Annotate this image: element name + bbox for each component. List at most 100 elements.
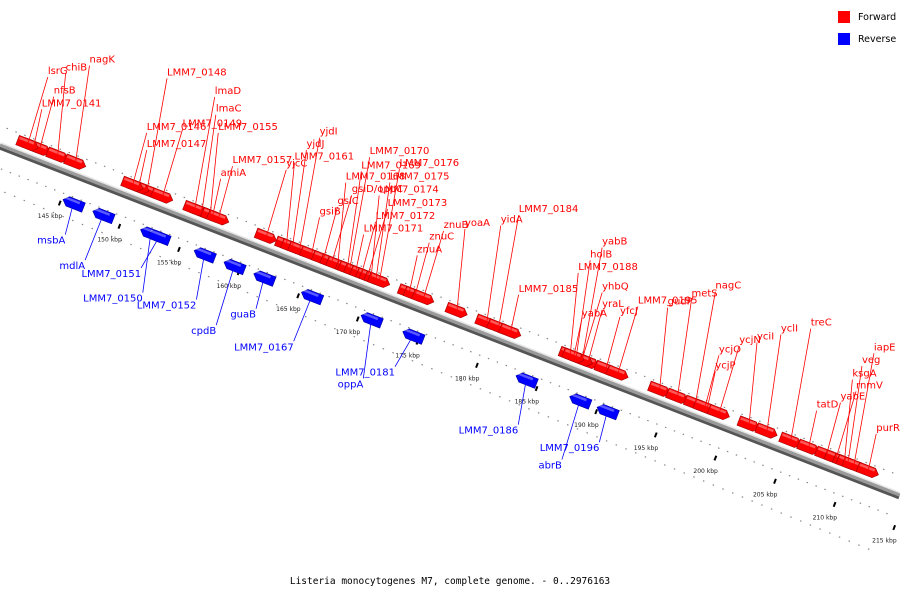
gene-leader-line	[867, 433, 877, 471]
gene-label: yhbQ	[602, 282, 629, 293]
ruler-tick-label: 175 kbp	[395, 352, 420, 359]
gene-leader-line	[847, 365, 863, 464]
gene-arrow	[150, 187, 174, 204]
ruler-tick	[773, 478, 777, 484]
gene-label: LMM7_0195	[638, 295, 698, 306]
gene-leader-line	[826, 402, 841, 455]
gene-label: LMM7_0149	[183, 118, 243, 129]
gene-leader-line	[677, 299, 692, 397]
gene-label: lmaD	[215, 86, 242, 97]
gene-label: nfsB	[54, 86, 76, 97]
gene-label: yabE	[841, 392, 866, 403]
gene-leader-line	[146, 78, 168, 191]
gene-label: LMM7_0150	[83, 294, 143, 305]
ruler-tick-label: 160 kbp	[217, 283, 242, 290]
gene-arrow	[301, 288, 325, 306]
gene-leader-line	[299, 137, 321, 250]
gene-leader-line	[33, 109, 43, 147]
gene-label: LMM7_0168	[346, 172, 406, 183]
gene-leader-line	[598, 411, 608, 443]
gene-label: LMM7_0196	[540, 443, 600, 454]
gene-leader-line	[718, 345, 740, 414]
ruler-layer: 145 kbp 150 kbp 155 kbp 160 kbp 165 kbp 170 k…	[0, 127, 900, 554]
gene-leader-line	[292, 149, 307, 247]
ruler-tick	[653, 432, 658, 438]
gene-leader-line	[194, 96, 216, 209]
gene-leader-line	[361, 221, 376, 274]
gene-arrow	[367, 271, 391, 288]
ruler-tick	[177, 246, 181, 253]
ruler-tick-label: 190 kbp	[574, 422, 599, 429]
gene-leader-line	[569, 272, 579, 355]
gene-leader-line	[486, 225, 502, 323]
ruler-tick-label: 155 kbp	[157, 260, 182, 267]
gene-leader-line	[414, 242, 430, 295]
gene-label: yjdJ	[306, 139, 324, 150]
legend-item-forward: Forward	[838, 9, 896, 25]
gene-arrow	[193, 247, 217, 264]
gene-arrow	[63, 153, 87, 170]
gene-label: yfcJ	[620, 306, 638, 317]
genome-caption: Listeria monocytogenes M7, complete geno…	[289, 576, 611, 587]
gene-label: purR	[876, 423, 900, 434]
gene-arrow	[253, 227, 277, 244]
gene-leader-line	[375, 182, 391, 280]
gene-label: tatD	[817, 400, 839, 411]
ruler-tick	[594, 409, 599, 415]
gene-label: LMM7_0186	[459, 426, 519, 437]
gene-label: gsiD/oppC	[352, 184, 403, 195]
gene-label: LMM7_0167	[234, 342, 294, 353]
gene-leader-line	[27, 76, 49, 145]
gene-leader-line	[835, 391, 857, 459]
gene-leader-line	[456, 228, 466, 311]
gene-leader-line	[587, 309, 603, 363]
gene-label: yidA	[501, 214, 523, 225]
gene-leader-line	[423, 230, 444, 299]
gene-label: ycjN	[739, 335, 761, 346]
gene-arrow	[605, 364, 629, 381]
ruler-tick-label: 185 kbp	[515, 399, 540, 406]
forward-swatch	[838, 11, 850, 23]
gene-label: LMM7_0188	[578, 262, 638, 273]
gene-leader-line	[57, 73, 67, 156]
gene-label: msbA	[37, 236, 65, 247]
gene-label: iapE	[874, 342, 896, 353]
gene-leader-line	[201, 114, 217, 212]
gene-arrow	[754, 422, 778, 439]
ruler-tick	[892, 524, 897, 531]
gene-leader-line	[561, 400, 581, 460]
gene-label: amiA	[221, 168, 247, 179]
gene-label: gsiC	[337, 196, 358, 207]
gene-label: abrB	[538, 461, 562, 472]
ruler-tick	[713, 455, 718, 461]
gene-leader-line	[581, 292, 603, 360]
gene-leader-line	[370, 195, 380, 278]
gene-arrow	[360, 312, 384, 329]
gene-leader-line	[196, 254, 205, 300]
gene-label: LMM7_0155	[218, 122, 278, 133]
gene-label: yraL	[602, 299, 624, 310]
gene-label: rnmV	[856, 380, 883, 391]
gene-leader-line	[517, 379, 527, 425]
gene-leader-line	[573, 319, 583, 357]
gene-leader-line	[355, 234, 365, 272]
gene-leader-line	[138, 150, 148, 188]
gene-label: LMM7_0161	[295, 152, 355, 163]
gene-leader-line	[498, 215, 520, 328]
gene-arrow	[498, 322, 522, 339]
gene-label: LMM7_0171	[364, 224, 424, 235]
ruler-tick-label: 210 kbp	[813, 515, 838, 522]
gene-label: metS	[691, 289, 717, 300]
gene-leader-line	[349, 157, 371, 270]
gene-leader-line	[132, 132, 148, 185]
gene-leader-line	[704, 355, 720, 408]
gene-leader-line	[140, 236, 160, 269]
gene-label: LMM7_0184	[519, 204, 579, 215]
gene-leader-line	[362, 319, 372, 379]
gene-arrow	[402, 328, 426, 345]
gene-label: LMM7_0175	[390, 171, 450, 182]
gene-arrow	[706, 403, 730, 421]
gene-label: lmaC	[216, 104, 242, 115]
reverse-swatch	[838, 33, 850, 45]
